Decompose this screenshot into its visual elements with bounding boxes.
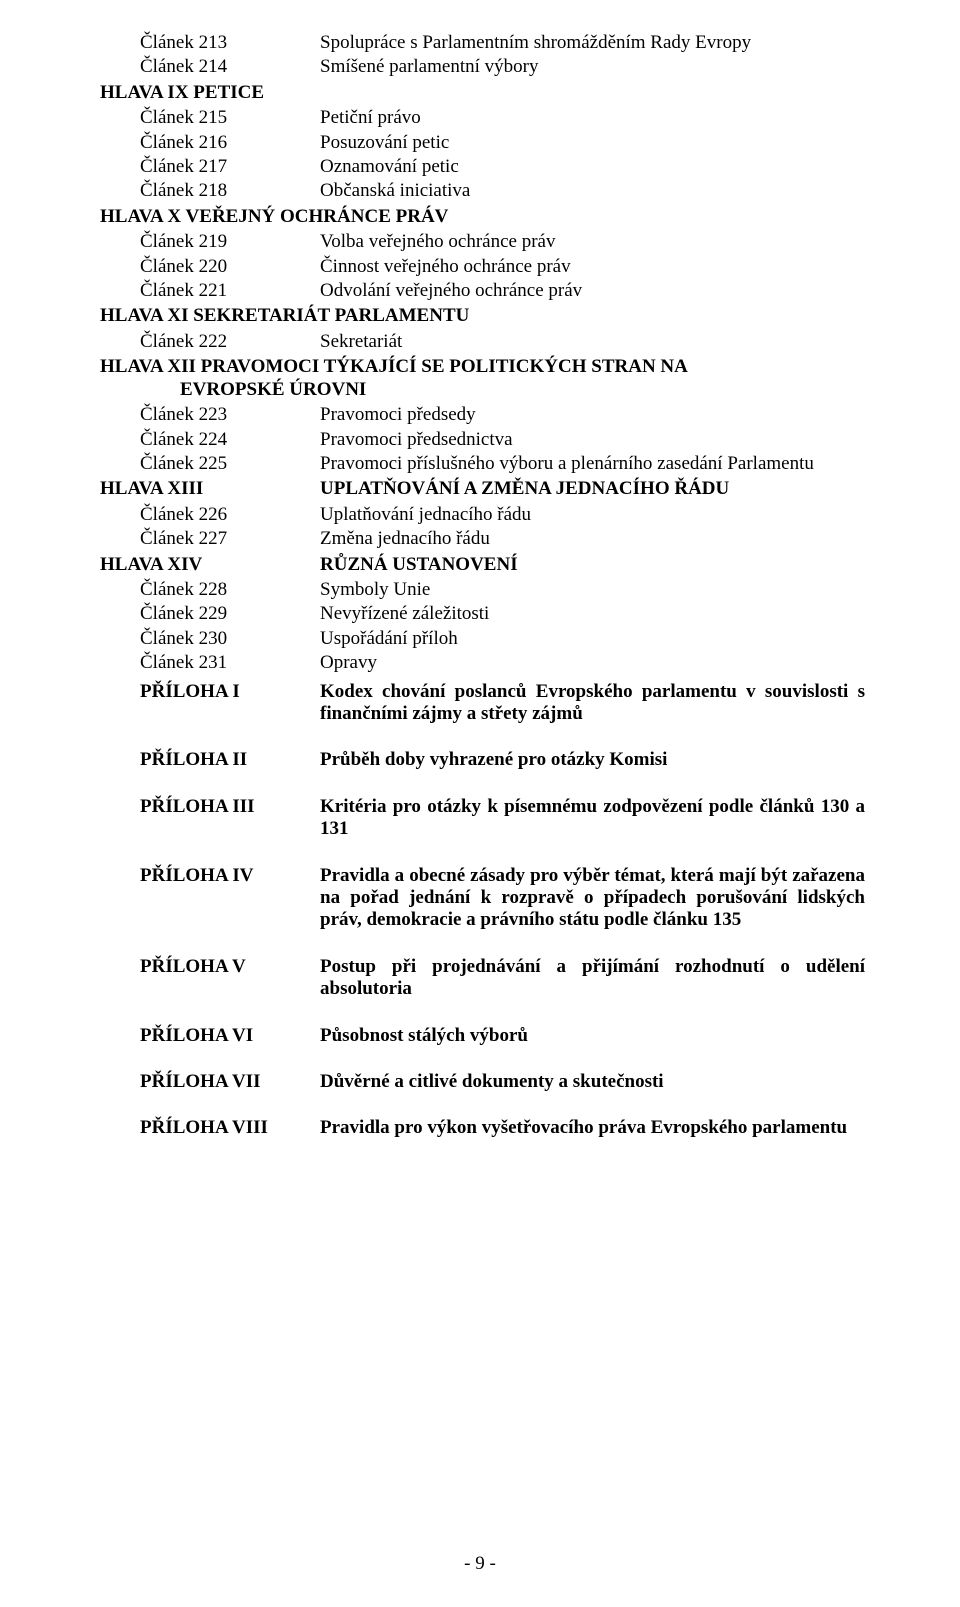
- section-heading-line: HLAVA XII PRAVOMOCI TÝKAJÍCÍ SE POLITICK…: [100, 356, 688, 377]
- annex-row: PŘÍLOHA VPostup při projednávání a přijí…: [100, 956, 865, 1001]
- article-title: Pravomoci předsedy: [320, 404, 865, 426]
- section-heading: HLAVA XI SEKRETARIÁT PARLAMENTU: [100, 305, 865, 327]
- article-number: Článek 224: [100, 429, 320, 451]
- article-number: Článek 225: [100, 453, 320, 475]
- annex-title: Pravidla a obecné zásady pro výběr témat…: [320, 865, 865, 932]
- annex-number: PŘÍLOHA VIII: [100, 1117, 320, 1139]
- article-title: Pravomoci předsednictva: [320, 429, 865, 451]
- toc-row: Článek 223Pravomoci předsedy: [100, 404, 865, 426]
- toc-row: Článek 219Volba veřejného ochránce práv: [100, 231, 865, 253]
- toc-row: Článek 225Pravomoci příslušného výboru a…: [100, 453, 865, 475]
- article-title: Volba veřejného ochránce práv: [320, 231, 865, 253]
- article-title: Uplatňování jednacího řádu: [320, 504, 865, 526]
- article-number: Článek 219: [100, 231, 320, 253]
- section-left: HLAVA XIV: [100, 554, 320, 576]
- annex-number: PŘÍLOHA VII: [100, 1071, 320, 1093]
- annex-number: PŘÍLOHA II: [100, 749, 320, 771]
- article-number: Článek 220: [100, 256, 320, 278]
- article-number: Článek 226: [100, 504, 320, 526]
- annex-title: Působnost stálých výborů: [320, 1025, 865, 1047]
- article-number: Článek 214: [100, 56, 320, 78]
- article-number: Článek 228: [100, 579, 320, 601]
- article-number: Článek 223: [100, 404, 320, 426]
- article-title: Sekretariát: [320, 331, 865, 353]
- annex-title: Kritéria pro otázky k písemnému zodpověz…: [320, 796, 865, 841]
- annex-number: PŘÍLOHA I: [100, 681, 320, 703]
- toc-row: Článek 221Odvolání veřejného ochránce pr…: [100, 280, 865, 302]
- annex-title: Pravidla pro výkon vyšetřovacího práva E…: [320, 1117, 865, 1139]
- article-title: Posuzování petic: [320, 132, 865, 154]
- article-number: Článek 230: [100, 628, 320, 650]
- annex-title: Postup při projednávání a přijímání rozh…: [320, 956, 865, 1001]
- section-heading-line: EVROPSKÉ ÚROVNI: [100, 379, 865, 401]
- article-title: Uspořádání příloh: [320, 628, 865, 650]
- article-title: Činnost veřejného ochránce práv: [320, 256, 865, 278]
- toc-row: Článek 217Oznamování petic: [100, 156, 865, 178]
- toc-row: Článek 227Změna jednacího řádu: [100, 528, 865, 550]
- annex-title: Kodex chování poslanců Evropského parlam…: [320, 681, 865, 726]
- toc-row: Článek 224Pravomoci předsednictva: [100, 429, 865, 451]
- annex-row: PŘÍLOHA IIIKritéria pro otázky k písemné…: [100, 796, 865, 841]
- section-heading: HLAVA IX PETICE: [100, 82, 865, 104]
- toc-row: Článek 213Spolupráce s Parlamentním shro…: [100, 32, 865, 54]
- toc-row: Článek 222Sekretariát: [100, 331, 865, 353]
- annex-row: PŘÍLOHA VIIDůvěrné a citlivé dokumenty a…: [100, 1071, 865, 1093]
- toc-row: Článek 230Uspořádání příloh: [100, 628, 865, 650]
- article-title: Nevyřízené záležitosti: [320, 603, 865, 625]
- annex-row: PŘÍLOHA VIIIPravidla pro výkon vyšetřova…: [100, 1117, 865, 1139]
- toc-row: Článek 215Petiční právo: [100, 107, 865, 129]
- article-title: Oznamování petic: [320, 156, 865, 178]
- annex-title: Důvěrné a citlivé dokumenty a skutečnost…: [320, 1071, 865, 1093]
- annex-number: PŘÍLOHA IV: [100, 865, 320, 887]
- annex-row: PŘÍLOHA VIPůsobnost stálých výborů: [100, 1025, 865, 1047]
- article-title: Petiční právo: [320, 107, 865, 129]
- annex-number: PŘÍLOHA III: [100, 796, 320, 818]
- annex-title: Průběh doby vyhrazené pro otázky Komisi: [320, 749, 865, 771]
- annex-number: PŘÍLOHA V: [100, 956, 320, 978]
- section-left: HLAVA XIII: [100, 478, 320, 500]
- article-number: Článek 213: [100, 32, 320, 54]
- section-right: UPLATŇOVÁNÍ A ZMĚNA JEDNACÍHO ŘÁDU: [320, 478, 865, 500]
- article-title: Spolupráce s Parlamentním shromážděním R…: [320, 32, 865, 54]
- article-number: Článek 231: [100, 652, 320, 674]
- article-number: Článek 227: [100, 528, 320, 550]
- toc-row: Článek 229Nevyřízené záležitosti: [100, 603, 865, 625]
- article-title: Občanská iniciativa: [320, 180, 865, 202]
- document-page: Článek 213Spolupráce s Parlamentním shro…: [0, 0, 960, 1607]
- article-title: Odvolání veřejného ochránce práv: [320, 280, 865, 302]
- toc-row: Článek 216Posuzování petic: [100, 132, 865, 154]
- section-heading: HLAVA X VEŘEJNÝ OCHRÁNCE PRÁV: [100, 206, 865, 228]
- page-number: - 9 -: [0, 1553, 960, 1575]
- toc-row: Článek 214Smíšené parlamentní výbory: [100, 56, 865, 78]
- article-number: Článek 215: [100, 107, 320, 129]
- article-number: Článek 216: [100, 132, 320, 154]
- toc-row: Článek 226Uplatňování jednacího řádu: [100, 504, 865, 526]
- article-number: Článek 218: [100, 180, 320, 202]
- annex-row: PŘÍLOHA IIPrůběh doby vyhrazené pro otáz…: [100, 749, 865, 771]
- annex-row: PŘÍLOHA IVPravidla a obecné zásady pro v…: [100, 865, 865, 932]
- section-right: RŮZNÁ USTANOVENÍ: [320, 554, 865, 576]
- article-number: Článek 221: [100, 280, 320, 302]
- article-number: Článek 229: [100, 603, 320, 625]
- annex-row: PŘÍLOHA IKodex chování poslanců Evropské…: [100, 681, 865, 726]
- article-title: Smíšené parlamentní výbory: [320, 56, 865, 78]
- article-title: Změna jednacího řádu: [320, 528, 865, 550]
- section-heading-row: HLAVA XIVRŮZNÁ USTANOVENÍ: [100, 554, 865, 576]
- toc-row: Článek 220Činnost veřejného ochránce prá…: [100, 256, 865, 278]
- annex-number: PŘÍLOHA VI: [100, 1025, 320, 1047]
- section-heading-row: HLAVA XIIIUPLATŇOVÁNÍ A ZMĚNA JEDNACÍHO …: [100, 478, 865, 500]
- toc-row: Článek 228Symboly Unie: [100, 579, 865, 601]
- section-heading: HLAVA XII PRAVOMOCI TÝKAJÍCÍ SE POLITICK…: [100, 356, 865, 401]
- toc-row: Článek 231Opravy: [100, 652, 865, 674]
- article-number: Článek 222: [100, 331, 320, 353]
- toc-row: Článek 218Občanská iniciativa: [100, 180, 865, 202]
- article-title: Opravy: [320, 652, 865, 674]
- article-number: Článek 217: [100, 156, 320, 178]
- article-title: Symboly Unie: [320, 579, 865, 601]
- article-title: Pravomoci příslušného výboru a plenárníh…: [320, 453, 865, 475]
